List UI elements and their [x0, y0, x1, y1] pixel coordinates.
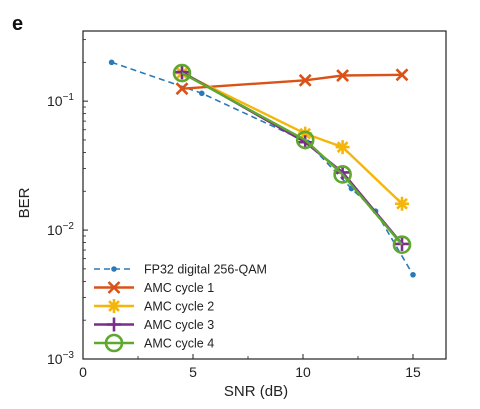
marker-x	[336, 69, 350, 82]
data-point-1-1	[108, 59, 115, 66]
data-point-1-2	[199, 90, 205, 97]
legend-entry-4: AMC cycle 3	[94, 317, 214, 332]
marker-plus	[107, 317, 121, 332]
series-2	[175, 68, 409, 96]
marker-dot	[199, 90, 205, 97]
axes: 0 5 10 15 10−3 10−2 10−1	[47, 30, 447, 380]
marker-dot	[108, 59, 115, 66]
marker-asterisk	[335, 140, 350, 155]
data-point-5-3	[333, 165, 352, 184]
legend-marker	[107, 281, 121, 294]
x-tick-label-0: 0	[79, 364, 87, 380]
marker-plus	[175, 65, 189, 80]
marker-x	[298, 73, 312, 87]
marker-x	[175, 82, 189, 96]
series-5	[172, 63, 412, 255]
x-tick-label-5: 5	[189, 364, 197, 380]
data-point-1-6	[410, 271, 416, 278]
y-axis-title: BER	[16, 187, 33, 218]
marker-circle	[172, 63, 192, 83]
legend-label: AMC cycle 1	[144, 281, 214, 295]
x-tick-label-10: 10	[295, 364, 311, 380]
data-point-4-1	[175, 65, 189, 80]
series-1	[108, 59, 416, 278]
series-line-2	[181, 73, 403, 90]
data-point-5-2	[295, 130, 315, 150]
marker-asterisk	[298, 126, 313, 141]
data-point-3-2	[298, 126, 313, 141]
plot-area	[108, 59, 416, 278]
legend-marker	[107, 299, 121, 313]
marker-x	[395, 68, 409, 82]
legend-marker	[107, 317, 121, 332]
legend-entry-5: AMC cycle 4	[94, 333, 214, 353]
marker-circle	[333, 165, 352, 184]
x-tick-label-15: 15	[405, 364, 421, 380]
series-line-1	[111, 61, 414, 276]
data-point-2-4	[395, 68, 409, 82]
axes-frame	[82, 30, 447, 360]
x-axis-title: SNR (dB)	[224, 383, 288, 400]
y-tick-label: 10−1	[47, 92, 74, 109]
legend-label: AMC cycle 2	[144, 300, 214, 314]
panel-label: e	[12, 13, 23, 35]
legend-label: AMC cycle 4	[144, 337, 214, 351]
series-line-3	[181, 72, 403, 205]
y-tick-label: 10−2	[47, 221, 74, 238]
marker-circle	[295, 130, 315, 150]
legend-label: AMC cycle 3	[144, 318, 214, 332]
legend-marker	[111, 266, 117, 272]
data-point-2-3	[336, 69, 350, 82]
marker-asterisk	[395, 196, 409, 211]
marker-dot	[410, 271, 416, 278]
series-4	[175, 65, 409, 251]
data-point-2-2	[298, 73, 312, 87]
legend-entry-1: FP32 digital 256-QAM	[94, 263, 267, 277]
legend-marker	[104, 333, 124, 353]
marker-asterisk	[107, 299, 121, 313]
legend-entry-3: AMC cycle 2	[94, 299, 214, 314]
data-point-5-1	[172, 63, 192, 83]
marker-x	[107, 281, 121, 294]
legend-label: FP32 digital 256-QAM	[144, 263, 267, 277]
y-tick-label: 10−3	[47, 350, 74, 367]
legend: FP32 digital 256-QAM AMC cycle 1 AMC cycle…	[94, 263, 267, 353]
series-line-4	[181, 71, 403, 245]
data-point-2-1	[175, 82, 189, 96]
legend-entry-2: AMC cycle 1	[94, 281, 214, 295]
series-line-5	[181, 72, 403, 246]
marker-circle	[392, 235, 412, 255]
data-point-5-4	[392, 235, 412, 255]
data-point-3-3	[335, 140, 350, 155]
marker-circle	[104, 333, 124, 353]
marker-dot	[111, 266, 117, 272]
data-point-3-4	[395, 196, 409, 211]
